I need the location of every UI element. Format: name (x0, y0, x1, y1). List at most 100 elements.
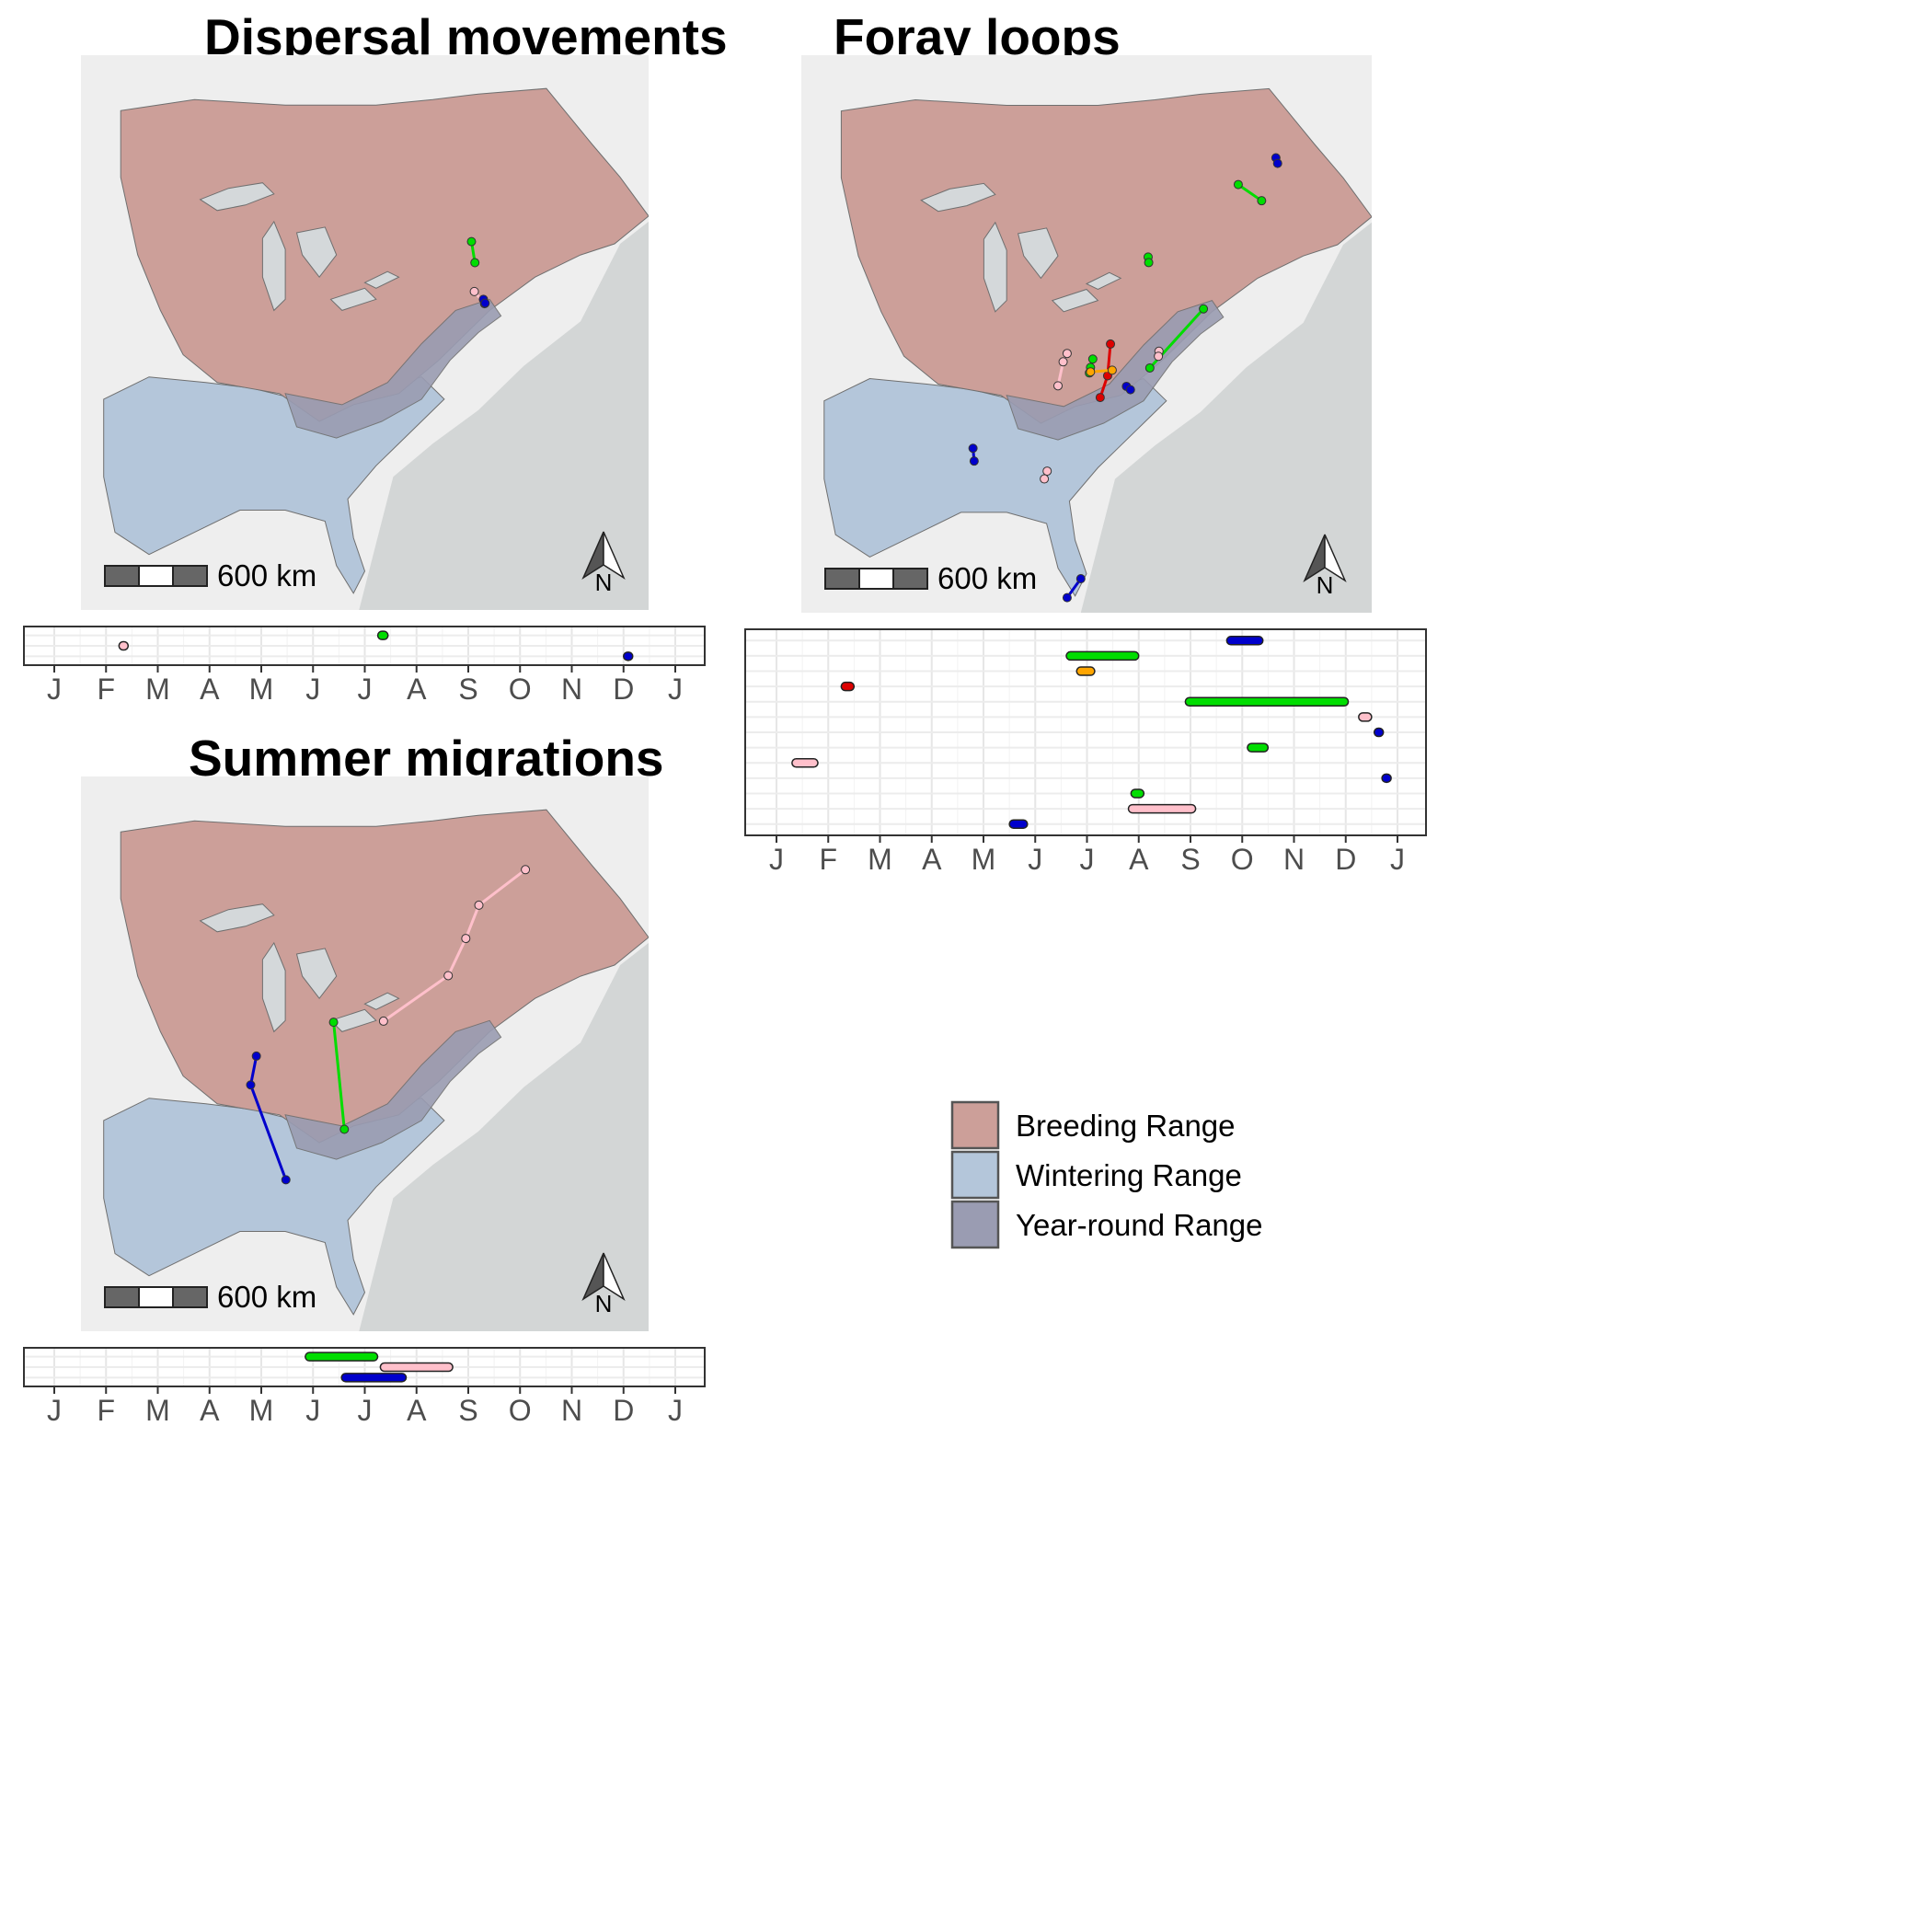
track-point (1125, 385, 1135, 395)
track-point (968, 443, 978, 454)
month-tick-label: F (97, 673, 115, 706)
timeline-segment (1247, 742, 1270, 753)
north-arrow-icon: N (1303, 534, 1347, 599)
timeline-segment (1075, 666, 1096, 676)
great-lake-4 (363, 270, 400, 289)
great-lake-2 (1017, 227, 1059, 280)
legend-label: Wintering Range (1016, 1158, 1242, 1192)
timeline-segment (1358, 712, 1373, 722)
month-tick-label: F (819, 843, 837, 876)
month-tick-label: O (509, 1394, 532, 1427)
scale-seg-1 (104, 1286, 140, 1308)
north-arrow-right (603, 1252, 626, 1301)
summer-map (81, 776, 649, 1331)
scale-seg-2 (138, 1286, 174, 1308)
month-tick-label: A (200, 1394, 220, 1427)
legend-swatch (950, 1100, 1000, 1150)
scale-bar: 600 km (104, 1280, 316, 1314)
track-point (466, 236, 477, 247)
great-lake-0 (199, 182, 275, 212)
great-lake-1 (261, 941, 286, 1033)
month-tick-label: F (97, 1394, 115, 1427)
track-point (1107, 365, 1117, 375)
track-point (1086, 367, 1096, 377)
foray-track-1 (1233, 179, 1267, 206)
great-lake-3 (329, 1008, 377, 1032)
month-tick-label: J (668, 1394, 683, 1427)
timeline-segment (376, 630, 389, 640)
north-label: N (595, 569, 613, 596)
timeline-segment (118, 640, 130, 651)
scale-label: 600 km (217, 1280, 316, 1314)
scale-seg-1 (104, 565, 140, 587)
north-arrow-icon: N (581, 531, 626, 596)
month-tick-label: S (1180, 843, 1200, 876)
track-point (461, 934, 471, 944)
month-tick-label: J (1028, 843, 1042, 876)
foray-map (801, 55, 1372, 613)
great-lake-1 (983, 221, 1007, 313)
foray-track-2 (1143, 252, 1154, 268)
timeline-segment (1065, 650, 1140, 661)
track-point (378, 1016, 388, 1026)
month-tick-label: M (145, 673, 170, 706)
legend-swatch (950, 1150, 1000, 1200)
scale-seg-3 (892, 568, 928, 590)
track-point (521, 865, 531, 875)
track-point (474, 900, 484, 910)
track-point (1075, 574, 1086, 584)
great-lake-4 (1085, 271, 1122, 291)
month-tick-label: O (1231, 843, 1254, 876)
track-point (1144, 258, 1154, 268)
track-point (469, 286, 479, 296)
timeline-segment (791, 757, 819, 768)
month-tick-label: D (613, 1394, 634, 1427)
scale-label: 600 km (937, 561, 1037, 595)
breeding-range (840, 87, 1372, 424)
legend-label: Breeding Range (1016, 1109, 1236, 1143)
track-point (1042, 466, 1052, 477)
track-point (1199, 304, 1209, 314)
range-legend: Breeding Range Wintering Range Year-round … (950, 1100, 1262, 1249)
track-point (1087, 354, 1098, 364)
scale-bar: 600 km (824, 561, 1037, 595)
yearround-range (1006, 300, 1225, 441)
track-point (339, 1124, 350, 1134)
north-arrow-right (603, 531, 626, 580)
scale-seg-2 (138, 565, 174, 587)
month-tick-label: D (1335, 843, 1356, 876)
month-tick-label: M (868, 843, 892, 876)
legend-item-1: Wintering Range (950, 1150, 1242, 1200)
legend-swatch (950, 1200, 1000, 1249)
dispersal-track-2 (478, 294, 490, 308)
scale-seg-3 (172, 565, 208, 587)
month-tick-label: O (509, 673, 532, 706)
dispersal-track-0 (466, 236, 480, 268)
month-tick-label: A (407, 673, 427, 706)
track-point (1106, 339, 1116, 349)
scale-seg-2 (858, 568, 894, 590)
track-point (1053, 381, 1063, 391)
north-arrow-right (1324, 534, 1347, 582)
great-lake-1 (261, 220, 286, 312)
timeline-segment (840, 681, 856, 692)
track-point (251, 1051, 261, 1061)
track-point (246, 1080, 256, 1090)
month-tick-label: J (47, 673, 62, 706)
north-label: N (1317, 571, 1334, 599)
month-tick-label: A (407, 1394, 427, 1427)
legend-label: Year-round Range (1016, 1208, 1262, 1242)
foray-track-5 (1095, 339, 1116, 403)
scale-seg-3 (172, 1286, 208, 1308)
track-point (1062, 592, 1072, 603)
timeline-segment (1225, 636, 1264, 646)
track-line (332, 1021, 346, 1130)
month-tick-label: J (668, 673, 683, 706)
great-lake-3 (329, 287, 377, 311)
foray-track-10 (968, 443, 979, 466)
track-point (1040, 474, 1050, 484)
scale-seg-1 (824, 568, 860, 590)
